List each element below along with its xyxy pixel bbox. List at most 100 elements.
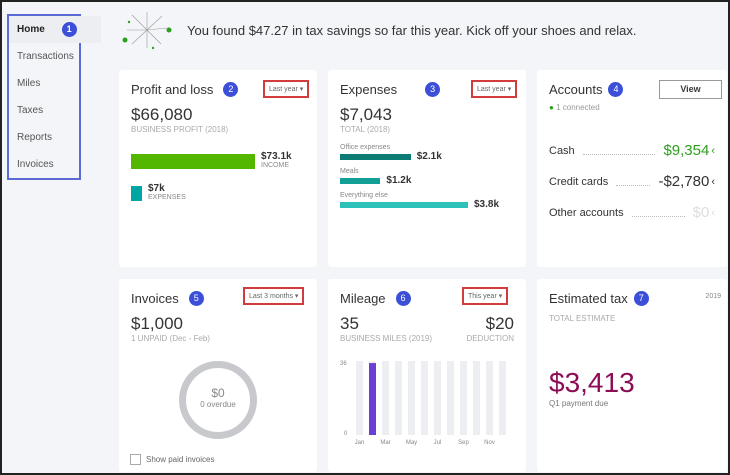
deduction-value: $20 <box>485 314 514 333</box>
bar-track <box>460 361 467 435</box>
overdue-ring[interactable]: $0 0 overdue <box>179 361 257 439</box>
connected-dot-icon: ● <box>549 103 554 112</box>
badge: 5 <box>188 291 204 306</box>
x-tick-label: Sep <box>458 440 469 446</box>
sidebar-nav: Home 1 Transactions Miles Taxes Reports Invoi… <box>7 14 101 180</box>
income-bar[interactable] <box>131 153 255 169</box>
bar-track <box>382 361 389 435</box>
bar-track <box>473 361 480 435</box>
sidebar-item-miles[interactable]: Miles <box>9 70 79 97</box>
connected-status: 1 connected <box>556 103 600 112</box>
dotted-leader <box>582 147 656 155</box>
accounts-card[interactable]: Accounts 4 View ● 1 connected Cash $9,354 ‹… <box>537 70 727 267</box>
period-dropdown[interactable]: This year ▾ <box>462 287 509 305</box>
bar-track <box>486 361 493 435</box>
expenses-sub: TOTAL (2018) <box>340 125 391 134</box>
account-row[interactable]: Other accounts $0 ‹ <box>549 204 715 221</box>
bar-track <box>408 361 415 435</box>
period-label: Last year <box>477 86 506 93</box>
sidebar-item-label: Taxes <box>17 105 44 116</box>
tax-sub: TOTAL ESTIMATE <box>549 314 616 323</box>
tax-amount: $3,413 <box>549 367 635 398</box>
period-dropdown[interactable]: Last 3 months ▾ <box>243 287 305 305</box>
sidebar-item-label: Reports <box>17 132 53 143</box>
miles-label: BUSINESS MILES (2019) <box>340 334 433 343</box>
sidebar-item-reports[interactable]: Reports <box>9 124 79 151</box>
bar-track <box>447 361 454 435</box>
account-label: Credit cards <box>549 175 609 188</box>
expense-value: $2.1k <box>416 151 442 162</box>
invoices-sub: 1 UNPAID (Dec - Feb) <box>131 334 210 343</box>
tax-savings-banner: You found $47.27 in tax savings so far t… <box>117 10 637 50</box>
ring-value: $0 <box>211 386 225 400</box>
period-dropdown[interactable]: Last year ▾ <box>471 80 518 98</box>
expense-bar <box>340 177 381 184</box>
estimated-tax-card[interactable]: Estimated tax 7 2019 TOTAL ESTIMATE $3,41… <box>537 279 727 472</box>
expenses-bar[interactable] <box>131 185 142 201</box>
badge: 4 <box>608 82 624 97</box>
sidebar-item-label: Transactions <box>17 51 74 62</box>
fireworks-icon <box>122 12 172 50</box>
show-paid-checkbox[interactable] <box>130 454 141 465</box>
profit-sub: BUSINESS PROFIT (2018) <box>131 125 229 134</box>
chevron-icon: ‹ <box>711 144 715 157</box>
expenses-value: $7k <box>148 183 165 194</box>
bar-track <box>434 361 441 435</box>
account-row[interactable]: Credit cards -$2,780 ‹ <box>549 173 715 190</box>
sidebar-item-invoices[interactable]: Invoices <box>9 151 79 178</box>
expenses-label: EXPENSES <box>148 194 186 201</box>
mileage-chart: 36 0 Jan Mar May Jul Sep Nov <box>340 361 506 446</box>
x-tick-label: Jul <box>434 440 442 446</box>
mileage-card[interactable]: Mileage 6 This year ▾ 35 BUSINESS MILES (2… <box>328 279 526 472</box>
sidebar-item-label: Home <box>17 24 45 35</box>
y-tick-label: 36 <box>340 361 347 367</box>
bar-track <box>421 361 428 435</box>
card-title: Expenses <box>340 82 398 97</box>
badge: 1 <box>61 21 77 37</box>
expense-bar <box>340 201 468 208</box>
expense-label: Meals <box>340 168 359 175</box>
account-row[interactable]: Cash $9,354 ‹ <box>549 142 715 159</box>
account-value: $0 <box>692 204 710 221</box>
account-label: Other accounts <box>549 206 624 219</box>
expense-bar <box>340 153 411 160</box>
dotted-leader <box>631 209 685 217</box>
badge: 6 <box>395 291 411 306</box>
tax-year: 2019 <box>705 293 721 300</box>
profit-loss-card[interactable]: Profit and loss 2 Last year ▾ $66,080 BUS… <box>119 70 317 267</box>
deduction-label: DEDUCTION <box>466 334 514 343</box>
badge: 2 <box>223 82 239 97</box>
dotted-leader <box>616 178 651 186</box>
sidebar-item-label: Invoices <box>17 159 54 170</box>
expense-category[interactable]: Meals $1.2k <box>340 168 514 186</box>
sidebar-item-transactions[interactable]: Transactions <box>9 43 79 70</box>
x-tick-label: Jan <box>355 440 365 446</box>
x-tick-label: May <box>406 440 417 446</box>
miles-value: 35 <box>340 314 359 333</box>
expense-label: Office expenses <box>340 144 391 151</box>
sidebar-item-taxes[interactable]: Taxes <box>9 97 79 124</box>
account-label: Cash <box>549 144 575 157</box>
sidebar-item-home[interactable]: Home 1 <box>9 16 101 43</box>
checkbox-label: Show paid invoices <box>146 455 215 464</box>
x-tick-label: Mar <box>380 440 390 446</box>
income-label: INCOME <box>261 162 289 169</box>
bar-track <box>395 361 402 435</box>
income-value: $73.1k <box>261 151 292 162</box>
badge: 7 <box>633 291 649 306</box>
card-title: Invoices <box>131 291 179 306</box>
chevron-icon: ‹ <box>711 175 715 188</box>
y-tick-label: 0 <box>344 431 348 437</box>
expense-category[interactable]: Office expenses $2.1k <box>340 144 514 162</box>
period-dropdown[interactable]: Last year ▾ <box>263 80 310 98</box>
expenses-card[interactable]: Expenses 3 Last year ▾ $7,043 TOTAL (2018… <box>328 70 526 267</box>
view-button[interactable]: View <box>659 80 722 99</box>
expense-category[interactable]: Everything else $3.8k <box>340 192 514 210</box>
ring-label: 0 overdue <box>200 400 236 409</box>
bar-feb[interactable] <box>369 363 376 435</box>
tax-note: Q1 payment due <box>549 399 609 408</box>
invoices-card[interactable]: Invoices 5 Last 3 months ▾ $1,000 1 UNPAI… <box>119 279 317 472</box>
period-label: Last year <box>269 86 298 93</box>
expense-value: $3.8k <box>474 199 500 210</box>
card-title: Accounts <box>549 82 603 97</box>
